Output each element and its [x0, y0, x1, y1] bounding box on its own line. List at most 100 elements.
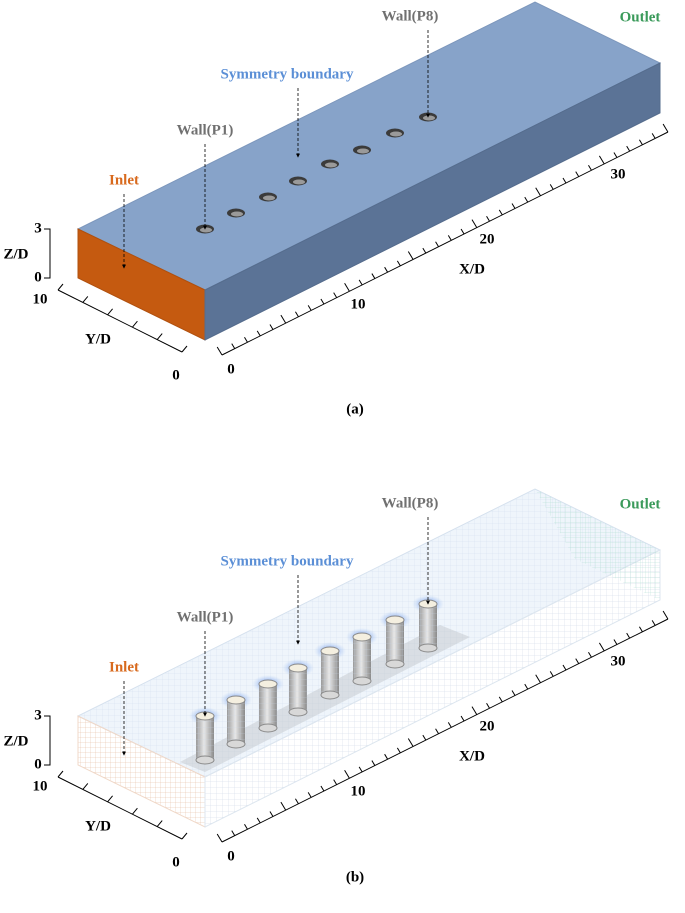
- x-tick: [320, 785, 325, 792]
- boundary-label: Wall(P8): [382, 495, 439, 511]
- x-tick: [295, 311, 299, 318]
- x-tick: [295, 798, 299, 805]
- y-tick: [57, 283, 64, 291]
- axis-text: 0: [34, 269, 42, 285]
- x-tick: [471, 219, 478, 228]
- x-tick: [333, 779, 338, 785]
- x-tick: [320, 298, 325, 305]
- y-axis: [57, 289, 183, 353]
- x-tick: [244, 337, 248, 343]
- axis-text: Z/D: [3, 733, 28, 749]
- x-tick: [575, 171, 580, 177]
- x-tick: [280, 314, 287, 324]
- x-tick: [244, 824, 248, 830]
- boundary-label: Symmetry boundary: [221, 66, 354, 82]
- x-tick: [588, 165, 592, 171]
- axis-text: Y/D: [85, 331, 111, 347]
- axis-text: 0: [227, 848, 235, 864]
- x-tick: [307, 305, 312, 311]
- x-tick: [447, 722, 452, 728]
- hole-inner: [423, 115, 435, 121]
- axis-text: 20: [480, 231, 495, 247]
- cylinder-base: [352, 676, 372, 686]
- cylinder-base: [195, 755, 215, 765]
- x-tick: [626, 145, 631, 152]
- x-tick: [344, 770, 350, 779]
- x-tick: [535, 187, 541, 197]
- x-tick: [256, 817, 261, 824]
- y-tick: [132, 320, 138, 328]
- outlet-region: [535, 489, 660, 600]
- cylinder-top: [258, 679, 278, 689]
- x-tick: [422, 734, 427, 741]
- axis-text: 10: [351, 296, 366, 312]
- axis-text: 10: [33, 291, 48, 307]
- y-tick: [57, 770, 64, 778]
- x-tick: [371, 273, 376, 279]
- y-tick: [107, 308, 113, 316]
- cylinder-base: [385, 659, 405, 669]
- x-tick: [407, 251, 414, 260]
- axis-text: 30: [611, 653, 626, 669]
- z-axis: [44, 715, 51, 766]
- x-tick: [384, 266, 389, 273]
- x-tick: [358, 279, 363, 286]
- axis-text: Z/D: [3, 246, 28, 262]
- cylinder-base: [258, 723, 278, 733]
- y-tick: [107, 795, 113, 803]
- y-tick: [181, 832, 188, 840]
- x-tick: [524, 683, 529, 690]
- axis-text: 30: [611, 166, 626, 182]
- side-face: [204, 62, 661, 341]
- x-axis: [221, 618, 669, 843]
- cylinder-mesh: [353, 637, 371, 681]
- hole-inner: [200, 227, 212, 233]
- x-tick: [535, 674, 541, 684]
- axis-text: 0: [172, 854, 180, 870]
- y-tick: [82, 783, 89, 790]
- x-tick: [371, 760, 376, 766]
- x-tick: [396, 260, 401, 267]
- hole-inner: [263, 195, 275, 201]
- x-tick: [407, 738, 414, 747]
- caption: (a): [346, 401, 364, 417]
- x-tick: [358, 766, 363, 773]
- x-tick: [524, 196, 529, 203]
- x-tick: [511, 690, 516, 696]
- x-tick: [216, 833, 223, 843]
- x-tick: [422, 247, 427, 254]
- x-tick: [231, 343, 236, 349]
- x-tick: [598, 155, 605, 165]
- axis-text: X/D: [459, 748, 485, 764]
- hole-inner: [325, 162, 337, 168]
- boundary-label: Inlet: [109, 172, 139, 188]
- x-tick: [435, 728, 440, 734]
- cylinder-mesh: [196, 716, 214, 760]
- x-tick: [396, 747, 401, 754]
- caption: (b): [346, 869, 364, 885]
- cylinder-base: [320, 690, 340, 700]
- y-tick: [156, 820, 163, 827]
- y-tick: [82, 296, 89, 303]
- axis-text: 0: [172, 367, 180, 383]
- cylinder-base: [418, 643, 438, 653]
- x-tick: [651, 133, 656, 139]
- x-tick: [256, 330, 261, 337]
- boundary-label: Symmetry boundary: [221, 553, 354, 569]
- x-tick: [447, 235, 452, 241]
- hole-inner: [231, 211, 243, 217]
- x-tick: [549, 184, 554, 190]
- y-tick: [156, 333, 163, 340]
- x-tick: [562, 664, 567, 671]
- y-axis: [57, 776, 183, 840]
- x-tick: [511, 203, 516, 209]
- x-tick: [269, 324, 274, 330]
- axis-text: Y/D: [85, 818, 111, 834]
- cylinder-mesh: [289, 668, 307, 712]
- x-tick: [486, 702, 490, 709]
- x-tick: [307, 792, 312, 798]
- axis-text: 0: [34, 756, 42, 772]
- x-tick: [598, 642, 605, 652]
- cylinder-mesh: [419, 604, 437, 648]
